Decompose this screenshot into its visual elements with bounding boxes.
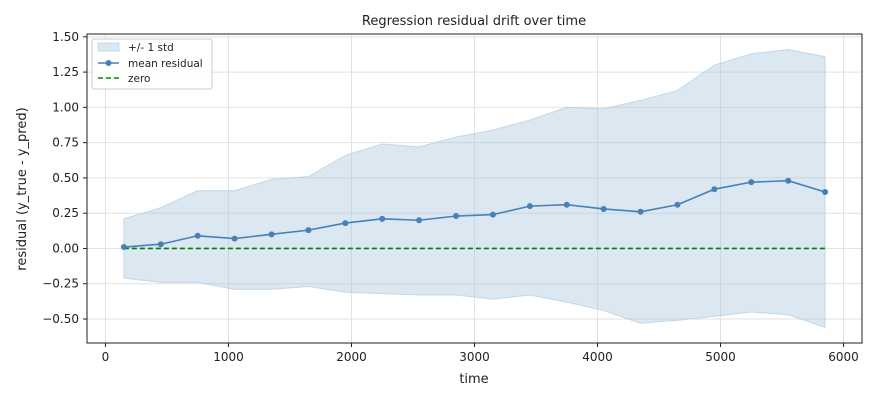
legend-box (91, 38, 213, 90)
x-tick-label: 0 (102, 350, 110, 364)
mean-residual-line (123, 179, 826, 248)
y-tick-label: 1.00 (52, 100, 79, 114)
mean-residual-point (748, 179, 755, 186)
mean-residual-point (231, 235, 238, 242)
mean-residual-point (711, 186, 718, 193)
mean-residual-point (489, 211, 496, 218)
mean-residual-point (194, 232, 201, 239)
mean-residual-layer (120, 177, 829, 251)
y-tick-label: 0.00 (52, 241, 79, 255)
y-tick-label: 0.25 (52, 206, 79, 220)
legend-mean-marker (105, 60, 112, 66)
legend-label-mean-residual: mean residual (128, 58, 203, 70)
mean-residual-point (305, 227, 312, 234)
x-tick-label: 6000 (828, 350, 859, 364)
y-axis-label: residual (y_true - y_pred) (15, 107, 30, 270)
std-band-layer (123, 49, 826, 329)
mean-residual-point (600, 205, 607, 212)
mean-residual-point (120, 244, 127, 251)
mean-residual-point (674, 201, 681, 208)
std-band (123, 49, 826, 329)
mean-residual-point (785, 177, 792, 184)
mean-residual-point (526, 203, 533, 210)
y-tick-label: 1.50 (52, 30, 79, 44)
legend-band-swatch (97, 42, 120, 52)
mean-residual-point (563, 201, 570, 208)
legend: +/- 1 std mean residual zero (91, 38, 213, 90)
x-tick-label: 1000 (213, 350, 244, 364)
mean-residual-point (268, 231, 275, 238)
mean-residual-point (342, 220, 349, 227)
y-tick-label: 1.25 (52, 65, 79, 79)
y-tick-label: −0.50 (42, 312, 79, 326)
x-axis-ticks: 0 1000 2000 3000 4000 5000 6000 (102, 343, 859, 364)
mean-residual-point (822, 189, 829, 196)
x-tick-label: 5000 (705, 350, 736, 364)
mean-residual-point (416, 217, 423, 224)
x-tick-label: 2000 (336, 350, 367, 364)
x-tick-label: 3000 (459, 350, 490, 364)
mean-residual-point (453, 213, 460, 220)
legend-label-zero: zero (128, 73, 150, 85)
chart-title: Regression residual drift over time (362, 14, 586, 29)
y-tick-label: 0.75 (52, 136, 79, 150)
x-axis-label: time (459, 372, 488, 387)
y-axis-ticks: −0.50 −0.25 0.00 0.25 0.50 0.75 1.00 1.25 1.50 (42, 30, 87, 326)
mean-residual-point (157, 241, 164, 248)
y-tick-label: −0.25 (42, 277, 79, 291)
x-tick-label: 4000 (582, 350, 613, 364)
legend-label-std-band: +/- 1 std (128, 42, 174, 54)
mean-residual-point (637, 208, 644, 215)
y-tick-label: 0.50 (52, 171, 79, 185)
mean-residual-point (379, 215, 386, 222)
